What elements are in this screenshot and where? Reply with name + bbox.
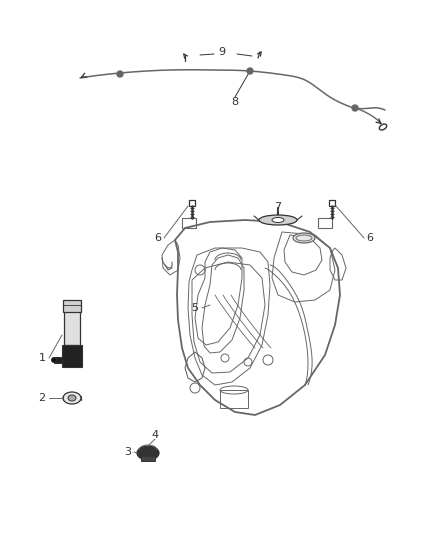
Circle shape: [247, 68, 253, 74]
Text: 5: 5: [191, 303, 198, 313]
Text: 1: 1: [39, 353, 46, 363]
Ellipse shape: [293, 233, 315, 243]
Text: 6: 6: [367, 233, 374, 243]
Text: 4: 4: [152, 430, 159, 440]
Bar: [54, 357, 62, 363]
Bar: [62, 345, 82, 367]
Ellipse shape: [52, 358, 57, 362]
Bar: [63, 300, 81, 312]
Ellipse shape: [63, 392, 81, 404]
Ellipse shape: [259, 215, 297, 225]
Ellipse shape: [137, 446, 159, 460]
Ellipse shape: [272, 217, 284, 222]
Bar: [220, 390, 248, 408]
Text: 2: 2: [39, 393, 46, 403]
Text: 9: 9: [219, 47, 226, 57]
Bar: [64, 310, 80, 345]
Bar: [189, 200, 195, 206]
Text: 6: 6: [155, 233, 162, 243]
Ellipse shape: [68, 395, 76, 401]
Bar: [141, 456, 155, 461]
Text: 3: 3: [124, 447, 131, 457]
Circle shape: [352, 105, 358, 111]
Text: 8: 8: [231, 97, 239, 107]
Bar: [329, 200, 335, 206]
Circle shape: [117, 71, 123, 77]
Text: 7: 7: [275, 202, 282, 212]
